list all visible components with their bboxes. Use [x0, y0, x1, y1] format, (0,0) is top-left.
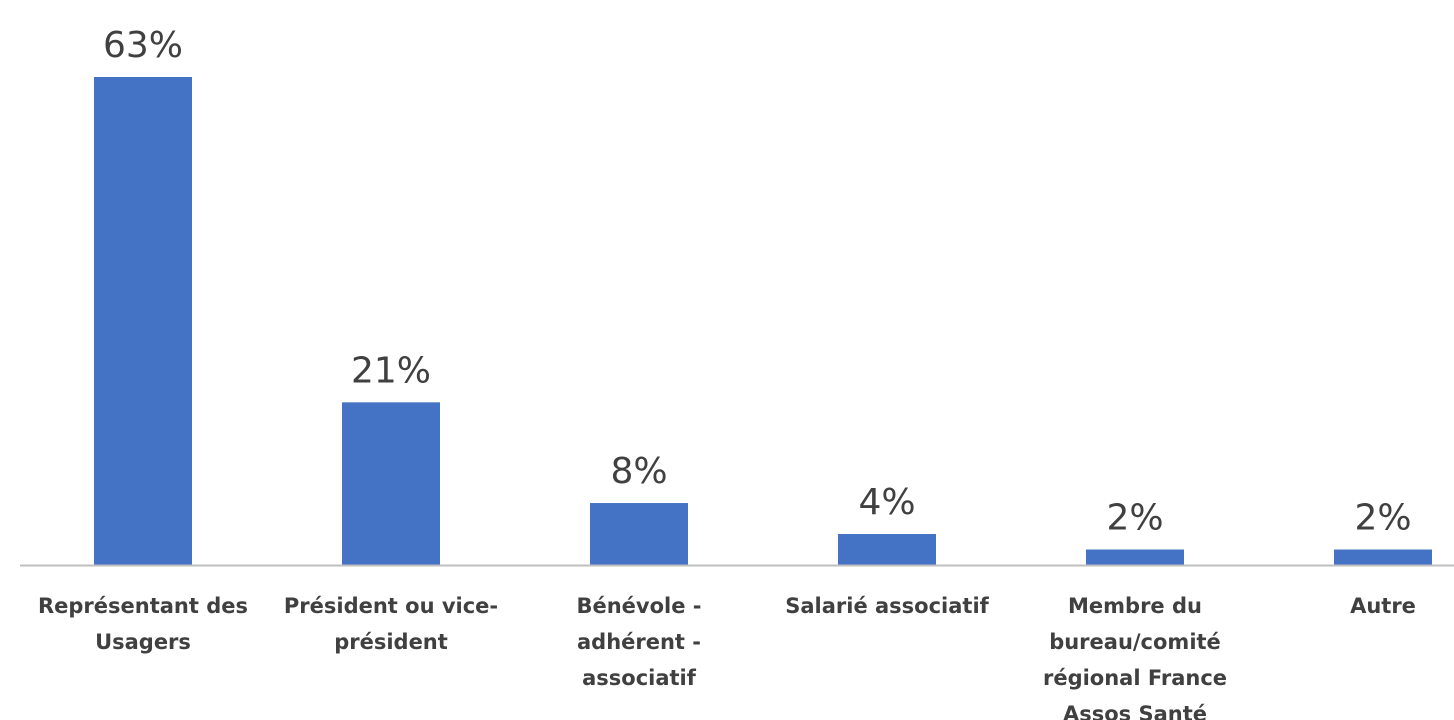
category-label-4: Salarié associatif — [785, 594, 989, 618]
bar-3 — [590, 503, 688, 565]
category-label-line: adhérent - — [577, 630, 701, 654]
category-labels-group: Représentant des Usagers Président ou vice… — [38, 594, 1416, 720]
value-label-2: 21% — [351, 350, 431, 391]
category-label-line: Assos Santé — [1063, 702, 1207, 720]
category-label-3: Bénévole - adhérent - associatif — [576, 594, 701, 690]
category-label-line: Président ou vice- — [284, 594, 498, 618]
category-label-line: Bénévole - — [576, 594, 701, 618]
category-label-line: régional France — [1043, 666, 1227, 690]
category-label-line: Membre du — [1068, 594, 1202, 618]
category-label-line: président — [334, 630, 448, 654]
category-label-line: Représentant des — [38, 594, 248, 618]
bar-1 — [94, 77, 192, 565]
value-label-5: 2% — [1106, 498, 1163, 539]
category-label-line: associatif — [582, 666, 697, 690]
bars-group — [94, 77, 1432, 565]
category-label-line: Salarié associatif — [785, 594, 989, 618]
bar-6 — [1334, 549, 1432, 565]
category-label-line: bureau/comité — [1049, 630, 1221, 654]
value-label-6: 2% — [1354, 498, 1411, 539]
category-label-line: Autre — [1350, 594, 1416, 618]
category-label-1: Représentant des Usagers — [38, 594, 248, 654]
category-label-line: Usagers — [95, 630, 191, 654]
category-label-5: Membre du bureau/comité régional France Ass… — [1043, 594, 1227, 720]
category-label-2: Président ou vice-président — [284, 594, 498, 654]
bar-4 — [838, 534, 936, 565]
category-label-6: Autre — [1350, 594, 1416, 618]
bar-5 — [1086, 549, 1184, 565]
value-label-1: 63% — [103, 25, 183, 66]
value-label-3: 8% — [610, 451, 667, 492]
value-label-4: 4% — [858, 482, 915, 523]
value-labels-group: 63% 21% 8% 4% 2% 2% — [103, 25, 1412, 539]
bar-2 — [342, 402, 440, 565]
